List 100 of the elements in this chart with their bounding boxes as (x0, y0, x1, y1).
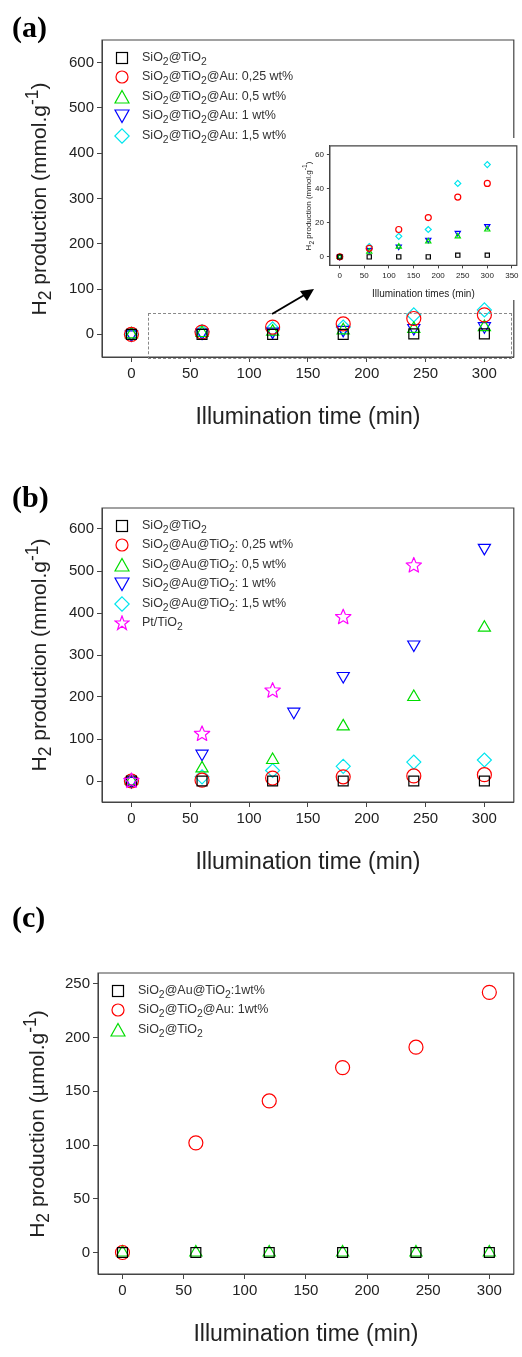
point (336, 718, 350, 731)
y-tick-label: 250 (65, 973, 91, 991)
y-tick-label: 0 (85, 324, 95, 342)
point (265, 770, 281, 786)
point (481, 984, 497, 1000)
x-tick-label: 100 (232, 1281, 258, 1299)
x-axis-title: Illumination times (min) (371, 288, 475, 300)
y-tick-label: 400 (69, 143, 95, 161)
legend-label: SiO$_{2}$@TiO$_{2}$@Au: 1,5 wt% (142, 127, 287, 144)
point (195, 760, 209, 773)
y-tick-label: 500 (69, 561, 95, 579)
point (476, 767, 492, 783)
chart-title: (b) (12, 480, 49, 514)
y-tick-label: 0 (85, 771, 95, 789)
point (267, 775, 279, 787)
x-tick-label: 250 (415, 1281, 441, 1299)
point (454, 193, 462, 201)
x-tick-label: 50 (175, 1281, 192, 1299)
legend-label: SiO$_{2}$@TiO$_{2}$@Au: 1wt% (138, 1002, 269, 1019)
x-tick-label: 300 (471, 364, 497, 382)
y-tick-label: 0 (81, 1242, 91, 1260)
point (335, 758, 351, 774)
x-tick-label: 0 (127, 364, 136, 382)
point (424, 225, 432, 234)
y-tick-label: 200 (65, 1027, 91, 1045)
point (454, 179, 462, 187)
point (408, 775, 420, 787)
point (335, 1060, 351, 1076)
legend-label: SiO$_{2}$@Au@TiO$_{2}$: 1,5 wt% (142, 595, 287, 612)
legend-label: SiO$_{2}$@TiO$_{2}$ (142, 49, 207, 66)
y-tick-label: 200 (69, 687, 95, 705)
x-tick-label: 250 (413, 364, 439, 382)
x-tick-label: 350 (505, 271, 520, 281)
point (476, 752, 492, 768)
chart-title: (a) (12, 10, 47, 44)
legend-label: SiO$_{2}$@TiO$_{2}$@Au: 0,25 wt% (142, 69, 294, 86)
y-tick-label: 600 (69, 519, 95, 537)
y-tick-label: 100 (65, 1135, 91, 1153)
point (483, 160, 491, 169)
x-tick-label: 250 (456, 271, 470, 281)
legend-label: SiO$_{2}$@TiO$_{2}$ (138, 1021, 203, 1038)
x-tick-label: 200 (354, 364, 380, 382)
legend-label: SiO$_{2}$@TiO$_{2}$@Au: 0,5 wt% (142, 88, 287, 105)
x-tick-label: 250 (413, 809, 439, 827)
point (483, 179, 491, 187)
y-tick-label: 60 (314, 149, 325, 159)
y-tick-label: 150 (65, 1081, 91, 1099)
point (265, 762, 281, 779)
x-axis-title: Illumination time (min) (195, 403, 421, 431)
y-tick-label: 600 (69, 52, 95, 70)
y-tick-label: 200 (69, 233, 95, 251)
legend-label: SiO$_{2}$@Au@TiO$_{2}$: 1 wt% (142, 576, 276, 593)
point (337, 775, 349, 787)
x-tick-label: 0 (337, 271, 343, 281)
x-tick-label: 300 (471, 809, 497, 827)
x-tick-label: 50 (359, 271, 370, 281)
point (425, 254, 431, 260)
point (405, 556, 423, 573)
point (424, 213, 432, 222)
y-tick-label: 40 (314, 183, 325, 193)
x-tick-label: 50 (181, 364, 199, 382)
y-tick-label: 0 (319, 252, 325, 262)
point (455, 252, 461, 258)
point (395, 232, 403, 240)
point (193, 725, 211, 742)
legend-label: SiO$_{2}$@TiO$_{2}$@Au: 1 wt% (142, 108, 276, 125)
x-tick-label: 150 (406, 271, 421, 281)
legend-label: SiO$_{2}$@Au@TiO$_{2}$:1wt% (138, 982, 265, 999)
x-tick-label: 0 (118, 1281, 127, 1299)
point (484, 252, 491, 258)
point (188, 1135, 204, 1151)
point (396, 254, 402, 260)
y-tick-label: 50 (73, 1188, 91, 1206)
legend-label: SiO$_{2}$@TiO$_{2}$ (142, 517, 207, 534)
point (407, 689, 421, 702)
point (395, 225, 403, 234)
legend-label: SiO$_{2}$@Au@TiO$_{2}$: 0,5 wt% (142, 556, 287, 573)
chart-title: (c) (12, 900, 46, 934)
point (261, 1093, 277, 1109)
point (478, 775, 490, 787)
x-axis-title: Illumination time (min) (193, 1320, 419, 1348)
point (477, 620, 492, 632)
point (265, 752, 280, 765)
point (366, 254, 372, 260)
x-tick-label: 200 (354, 809, 380, 827)
y-tick-label: 300 (69, 645, 95, 663)
x-tick-label: 200 (431, 271, 446, 281)
x-tick-label: 100 (236, 809, 262, 827)
point (334, 608, 352, 625)
x-tick-label: 200 (354, 1281, 380, 1299)
x-tick-label: 300 (476, 1281, 502, 1299)
y-tick-label: 500 (69, 98, 95, 116)
point (408, 1039, 424, 1055)
x-tick-label: 100 (382, 271, 397, 281)
y-tick-label: 20 (314, 217, 325, 227)
y-tick-label: 300 (69, 188, 95, 206)
point (264, 682, 281, 698)
x-tick-label: 300 (480, 271, 495, 281)
point (406, 768, 422, 784)
x-tick-label: 0 (127, 809, 136, 827)
